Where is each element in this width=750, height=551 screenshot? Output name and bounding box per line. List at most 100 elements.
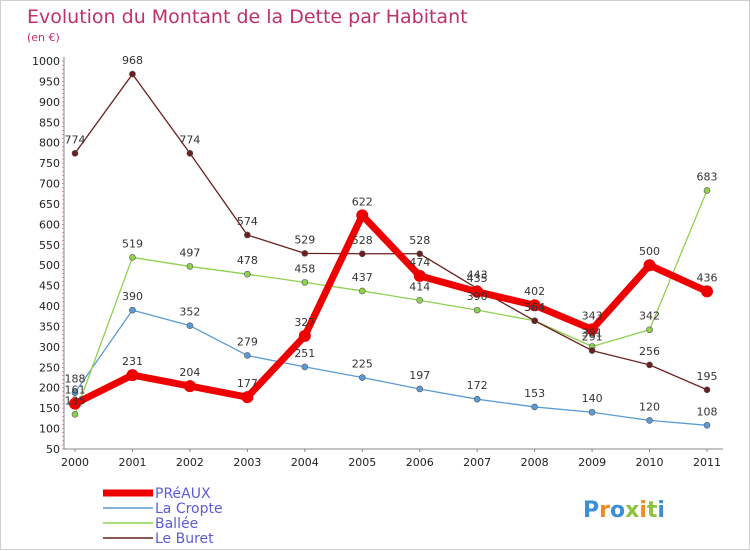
y-tick-label: 750: [39, 157, 60, 170]
data-label: 140: [582, 392, 603, 405]
data-label: 443: [467, 268, 488, 281]
data-label: 204: [179, 366, 200, 379]
data-point: [356, 209, 369, 222]
data-point: [531, 403, 538, 411]
y-tick-label: 400: [39, 300, 60, 313]
y-tick-label: 650: [39, 198, 60, 211]
chart-title: Evolution du Montant de la Dette par Hab…: [27, 6, 468, 28]
data-label: 188: [65, 373, 86, 386]
data-label-layer: 188 390 352 279 251 225 197 172 153 140 120 108 135 5…: [65, 54, 718, 418]
series-line: [74, 309, 708, 426]
data-point: [71, 410, 79, 418]
data-label: 528: [352, 234, 373, 247]
data-label: 135: [65, 394, 86, 407]
y-tick-label: 350: [39, 320, 60, 333]
data-point: [703, 422, 711, 429]
data-point: [646, 417, 653, 424]
data-point: [358, 374, 366, 381]
y-tick-label: 250: [39, 361, 60, 374]
data-label: 195: [697, 370, 718, 383]
data-label: 478: [237, 254, 258, 267]
data-point: [643, 259, 656, 272]
data-point: [244, 352, 251, 359]
data-point: [703, 187, 711, 194]
y-tick-label: 600: [39, 218, 60, 231]
data-point: [186, 150, 194, 157]
data-label: 414: [409, 280, 430, 293]
data-label: 153: [524, 387, 545, 400]
series-PRéAUX: [69, 209, 713, 410]
data-label: 435: [467, 272, 488, 285]
data-point: [126, 369, 139, 382]
data-label: 197: [409, 369, 430, 382]
data-point: [71, 150, 79, 157]
y-tick-label: 500: [39, 259, 60, 272]
y-tick-label: 550: [39, 239, 60, 252]
series-line: [71, 211, 711, 408]
x-tick-label: 2003: [233, 456, 261, 469]
legend-label: PRéAUX: [155, 486, 211, 502]
data-point: [186, 263, 194, 270]
data-label: 161: [65, 384, 86, 397]
data-point: [69, 397, 81, 410]
proxiti-logo: Proxiti: [583, 498, 665, 523]
data-label: 528: [409, 234, 430, 247]
series-line: [74, 189, 708, 415]
x-tick-label: 2004: [291, 456, 319, 469]
data-point: [129, 254, 136, 261]
x-tick-label: 2011: [693, 456, 721, 469]
data-label: 390: [122, 290, 143, 303]
data-label: 437: [352, 271, 373, 284]
data-point: [588, 347, 596, 354]
data-label: 622: [352, 195, 373, 208]
data-label: 774: [179, 133, 200, 146]
data-point: [301, 279, 309, 286]
data-label: 774: [65, 133, 86, 146]
y-tick-label: 50: [46, 443, 60, 456]
y-tick-label: 200: [39, 382, 60, 395]
data-point: [241, 391, 254, 404]
x-tick-label: 2002: [176, 456, 204, 469]
data-point: [129, 70, 136, 78]
data-point: [473, 306, 481, 314]
y-tick-label: 700: [39, 178, 60, 191]
series-Le Buret: [71, 70, 711, 394]
x-tick-label: 2010: [636, 456, 664, 469]
data-point: [531, 317, 538, 325]
data-point: [358, 287, 366, 295]
x-tick-label: 2001: [118, 456, 146, 469]
x-tick-label: 2009: [578, 456, 606, 469]
data-label: 291: [582, 331, 603, 344]
legend-label: Ballée: [155, 516, 198, 532]
y-tick-label: 100: [39, 423, 60, 436]
data-label: 390: [467, 290, 488, 303]
x-tick-label: 2005: [348, 456, 376, 469]
data-label: 172: [467, 379, 488, 392]
data-label: 500: [639, 245, 660, 258]
data-label: 231: [122, 355, 143, 368]
y-tick-label: 1000: [32, 55, 60, 68]
data-label: 177: [237, 377, 258, 390]
data-label: 352: [179, 306, 200, 319]
data-point: [301, 250, 309, 257]
data-label: 108: [697, 405, 718, 418]
data-label: 364: [524, 301, 545, 314]
x-tick-label: 2006: [406, 456, 434, 469]
data-point: [298, 329, 311, 342]
data-point: [183, 380, 196, 393]
data-label: 120: [639, 400, 660, 413]
data-label: 279: [237, 335, 258, 348]
data-point: [244, 231, 251, 239]
y-tick-label: 950: [39, 75, 60, 88]
chart-axes: 50 100 150 200 250 300 350 400 450 500 550 600 650 70…: [32, 55, 723, 469]
data-label: 497: [179, 246, 200, 259]
data-point: [586, 323, 599, 336]
logo-text: Proxiti: [583, 498, 665, 523]
series-La Cropte: [71, 306, 711, 429]
data-point: [416, 250, 424, 258]
data-point: [471, 285, 484, 298]
data-point: [416, 297, 424, 304]
